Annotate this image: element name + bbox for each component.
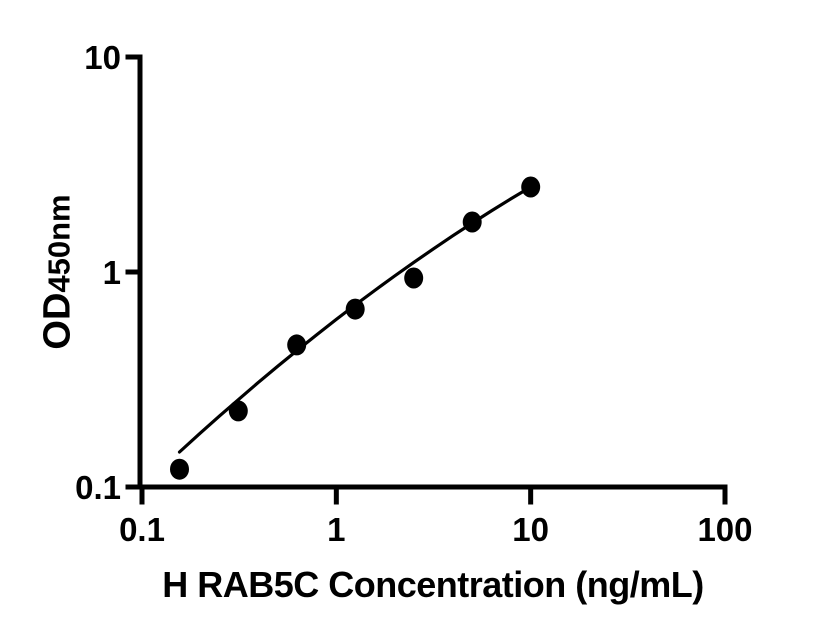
data-point-0.156 [170, 458, 189, 480]
y-tick-label-1: 1 [103, 254, 121, 291]
x-tick-label-0.1: 0.1 [119, 511, 165, 548]
data-point-0.625 [287, 334, 307, 356]
y-axis-title-main: OD [36, 292, 79, 350]
y-axis-title-sub: 450nm [41, 194, 77, 293]
data-point-2.5 [404, 267, 424, 289]
x-tick-label-1: 1 [327, 511, 345, 548]
data-point-10 [521, 176, 541, 198]
data-point-1.25 [345, 298, 365, 320]
x-axis-title: H RAB5C Concentration (ng/mL) [162, 564, 704, 605]
x-tick-label-10: 10 [512, 511, 549, 548]
y-tick-label-0.1: 0.1 [75, 469, 121, 506]
y-axis-title: OD450nm [37, 194, 80, 349]
data-point-0.313 [228, 400, 248, 422]
y-tick-label-10: 10 [84, 39, 121, 76]
x-tick-label-100: 100 [697, 511, 752, 548]
data-point-5 [462, 211, 482, 233]
